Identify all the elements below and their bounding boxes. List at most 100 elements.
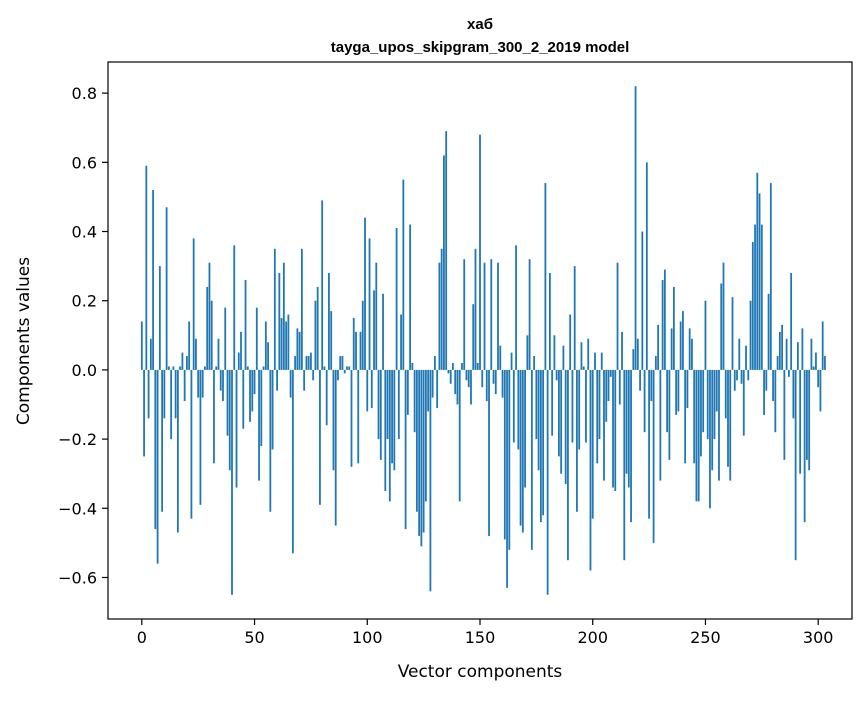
bar-component-47 <box>246 366 249 370</box>
bar-component-27 <box>201 369 204 398</box>
bar-component-241 <box>684 369 687 464</box>
bar-component-1 <box>143 369 145 457</box>
bar-component-263 <box>733 369 736 391</box>
bar-component-281 <box>774 369 777 433</box>
bar-component-39 <box>228 369 231 471</box>
bar-component-197 <box>585 369 587 443</box>
bar-component-272 <box>754 224 756 370</box>
bar-component-140 <box>456 369 459 405</box>
bar-component-234 <box>668 369 671 460</box>
x-tick-label: 150 <box>465 628 496 647</box>
bar-component-298 <box>812 366 815 370</box>
bar-component-36 <box>222 369 224 402</box>
bar-component-280 <box>772 369 774 402</box>
bar-component-219 <box>634 86 637 370</box>
bar-component-211 <box>616 262 619 370</box>
bar-component-132 <box>438 262 441 370</box>
bar-component-149 <box>476 362 479 370</box>
bar-component-129 <box>431 369 434 398</box>
bar-component-48 <box>249 369 251 422</box>
bar-component-103 <box>373 290 375 370</box>
bar-component-13 <box>170 369 173 440</box>
bar-component-276 <box>763 369 765 415</box>
bar-component-301 <box>819 369 822 412</box>
bar-component-175 <box>535 369 538 440</box>
bar-component-135 <box>445 131 448 370</box>
bar-component-78 <box>316 286 319 370</box>
bar-component-168 <box>519 369 522 526</box>
bar-component-70 <box>298 331 301 370</box>
bar-component-187 <box>562 345 565 370</box>
bar-component-38 <box>226 369 229 436</box>
bar-component-260 <box>727 369 729 467</box>
bar-component-76 <box>312 369 315 381</box>
bar-component-32 <box>213 369 215 464</box>
bar-component-95 <box>355 331 357 370</box>
bar-component-150 <box>479 134 481 370</box>
bar-component-136 <box>447 369 450 374</box>
bar-component-279 <box>769 183 772 370</box>
bar-component-254 <box>713 369 716 440</box>
bar-component-205 <box>603 369 605 481</box>
bar-component-73 <box>305 356 308 370</box>
bar-component-245 <box>693 369 696 464</box>
bar-component-123 <box>418 369 421 536</box>
x-tick-label: 200 <box>577 628 608 647</box>
bar-component-148 <box>474 248 477 370</box>
bar-component-4 <box>149 338 152 370</box>
bar-component-45 <box>242 369 245 429</box>
bar-component-97 <box>359 331 362 370</box>
bar-component-223 <box>643 369 646 433</box>
bar-component-90 <box>343 369 346 374</box>
y-tick-label: 0.8 <box>72 84 97 103</box>
bar-component-201 <box>594 352 596 370</box>
bar-component-119 <box>409 224 412 370</box>
bar-component-182 <box>551 369 554 436</box>
bar-component-271 <box>751 241 754 370</box>
bar-component-65 <box>287 314 290 370</box>
bar-component-118 <box>406 369 409 415</box>
bar-component-11 <box>165 207 168 370</box>
bar-component-156 <box>492 369 495 384</box>
bar-component-157 <box>494 369 497 395</box>
bar-component-53 <box>260 369 263 447</box>
bar-component-278 <box>767 293 770 370</box>
y-tick-label: −0.6 <box>58 568 97 587</box>
bar-component-286 <box>785 338 788 370</box>
bar-component-164 <box>510 352 513 370</box>
bar-component-134 <box>443 155 445 370</box>
bar-component-199 <box>589 369 592 571</box>
x-tick-label: 50 <box>244 628 264 647</box>
x-tick-label: 300 <box>803 628 834 647</box>
bar-component-126 <box>424 369 427 502</box>
bar-component-224 <box>645 162 648 370</box>
bar-component-303 <box>824 356 826 370</box>
bar-component-162 <box>506 369 508 588</box>
bar-component-284 <box>781 324 784 370</box>
bar-component-24 <box>195 338 197 370</box>
bar-component-7 <box>156 369 159 564</box>
bar-component-124 <box>420 369 423 547</box>
bar-component-206 <box>605 369 608 422</box>
bar-component-255 <box>715 369 718 412</box>
bar-component-44 <box>240 331 242 370</box>
bar-component-158 <box>497 262 499 370</box>
bar-component-237 <box>675 369 678 415</box>
bar-component-10 <box>163 369 166 419</box>
bar-component-269 <box>747 369 750 381</box>
bar-component-71 <box>300 248 303 370</box>
bar-component-239 <box>679 321 682 370</box>
bar-component-69 <box>296 328 299 370</box>
bar-component-127 <box>427 369 430 412</box>
bar-component-42 <box>235 369 238 488</box>
bar-component-121 <box>413 369 416 433</box>
bar-component-244 <box>691 338 693 370</box>
bar-component-285 <box>783 369 786 460</box>
bar-component-137 <box>449 369 452 384</box>
bar-component-63 <box>282 262 285 370</box>
bar-component-99 <box>364 217 366 370</box>
bar-component-52 <box>258 369 260 481</box>
bar-component-297 <box>810 338 813 370</box>
bar-component-2 <box>145 165 148 370</box>
bar-component-60 <box>276 369 278 391</box>
